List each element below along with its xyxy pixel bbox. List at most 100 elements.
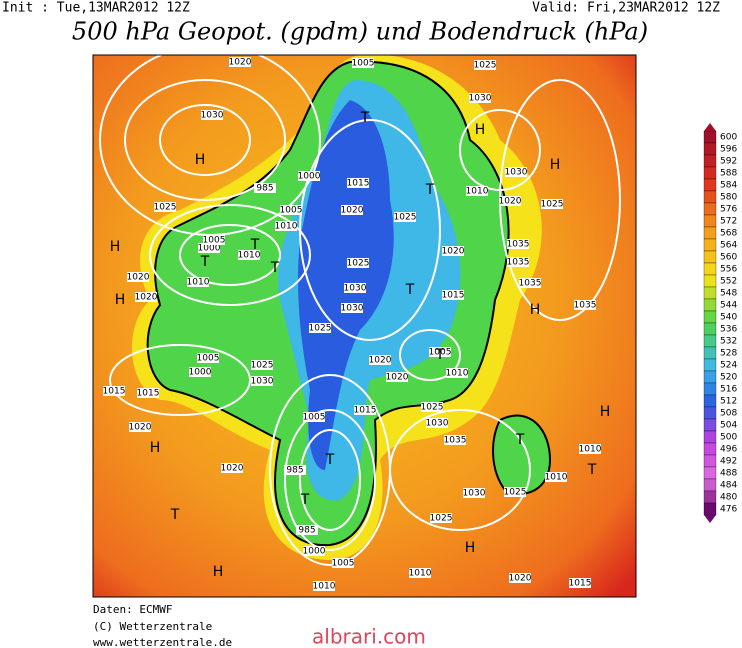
isobar-label-box xyxy=(446,368,468,378)
pressure-center: T xyxy=(300,492,310,508)
isobar-label: 1010 xyxy=(579,445,602,455)
init-time: Init : Tue,13MAR2012 12Z xyxy=(2,1,190,16)
isobar-label-box xyxy=(505,167,527,177)
isobar-label: 1005 xyxy=(280,206,303,216)
legend-swatch xyxy=(703,478,717,492)
watermark: albrari.com xyxy=(312,625,426,648)
isobar-label-box xyxy=(137,388,159,398)
legend-swatch xyxy=(703,238,717,252)
isobar-label: 1015 xyxy=(442,291,465,301)
isobar-label-box xyxy=(254,183,276,193)
map-area xyxy=(93,55,636,597)
isobar-label: 1020 xyxy=(127,273,150,283)
isobar-label: 1035 xyxy=(574,301,597,311)
legend-label: 476 xyxy=(720,505,737,515)
isobar-label-box xyxy=(541,199,563,209)
legend-swatch xyxy=(703,166,717,180)
legend-swatch xyxy=(703,190,717,204)
legend-cap xyxy=(704,515,716,523)
isobar-label-box xyxy=(187,277,209,287)
isobar-label-box xyxy=(344,283,366,293)
isobar-label-box xyxy=(507,239,529,249)
isobar-label-box xyxy=(127,272,149,282)
isobar-label-box xyxy=(354,405,376,415)
isobar-label: 1000 xyxy=(303,547,326,557)
isobar-label-box xyxy=(251,360,273,370)
isobar-label: 1010 xyxy=(238,251,261,261)
isobar-label: 1010 xyxy=(466,187,489,197)
isobar-label: 1015 xyxy=(103,387,126,397)
footer-line: Daten: ECMWF xyxy=(93,603,172,616)
legend-swatch xyxy=(703,466,717,480)
map-labels: 1020 1030 1025 1005 1025 1030 1015 1020 1025 1020… xyxy=(103,57,611,592)
isobar-label-box xyxy=(201,110,223,120)
isobar-label: 1030 xyxy=(505,168,528,178)
isobar-label-box xyxy=(103,386,125,396)
legend-label: 512 xyxy=(720,397,737,407)
isobar-label-box xyxy=(341,205,363,215)
pressure-center: H xyxy=(110,239,121,255)
pressure-center: T xyxy=(200,254,210,270)
legend-label: 564 xyxy=(720,241,737,251)
legend-label: 548 xyxy=(720,289,737,299)
map-frame xyxy=(92,54,637,598)
isobar-label: 1030 xyxy=(341,304,364,314)
legend-swatch xyxy=(703,250,717,264)
isobar-label: 1025 xyxy=(504,488,527,498)
isobar-label: 1020 xyxy=(369,356,392,366)
isobar-label: 1015 xyxy=(354,406,377,416)
footer-line: (C) Wetterzentrale xyxy=(93,620,212,633)
isobar-label: 1020 xyxy=(386,373,409,383)
legend-swatch xyxy=(703,154,717,168)
isobar-label-box xyxy=(238,250,260,260)
legend-label: 560 xyxy=(720,253,737,263)
isobar-label-box xyxy=(574,300,596,310)
isobar-label-box xyxy=(394,212,416,222)
isobar-label: 1010 xyxy=(545,473,568,483)
isobar-label: 1035 xyxy=(507,258,530,268)
legend-cap xyxy=(704,123,716,131)
legend-label: 532 xyxy=(720,337,737,347)
legend-swatch xyxy=(703,358,717,372)
isobar-label: 1015 xyxy=(569,579,592,589)
isobar-label-box xyxy=(430,513,452,523)
isobar-label: 1030 xyxy=(201,111,224,121)
legend-label: 584 xyxy=(720,181,737,191)
pressure-center: H xyxy=(213,564,224,580)
isobar-label: 985 xyxy=(286,466,303,476)
color-legend: 600 596 592 588 584 580 576 572 568 564 560 556 552 5… xyxy=(703,123,737,523)
isobar-label: 1010 xyxy=(446,369,469,379)
legend-swatch xyxy=(703,502,717,516)
isobar-label-box xyxy=(579,444,601,454)
legend-swatch xyxy=(703,286,717,300)
pressure-center: T xyxy=(405,282,415,298)
isobar-label-box xyxy=(444,435,466,445)
legend-label: 520 xyxy=(720,373,737,383)
legend-swatch xyxy=(703,418,717,432)
isobar-label-box xyxy=(303,412,325,422)
isobar-label-box xyxy=(251,376,273,386)
isobar-label: 985 xyxy=(256,184,273,194)
legend-swatch xyxy=(703,394,717,408)
isobar-label: 1015 xyxy=(347,179,370,189)
isobar-label: 1005 xyxy=(303,413,326,423)
isobar-label-box xyxy=(421,402,443,412)
isobar-label: 1000 xyxy=(298,172,321,182)
isobar-label: 1005 xyxy=(429,348,452,358)
isobar-label: 1005 xyxy=(332,559,355,569)
legend-label: 480 xyxy=(720,493,737,503)
pressure-center: H xyxy=(600,404,611,420)
pressure-center: H xyxy=(465,540,476,556)
legend-swatch xyxy=(703,454,717,468)
isobar-label-box xyxy=(298,171,320,181)
isobar-label-box xyxy=(426,418,448,428)
isobar-label-box xyxy=(442,290,464,300)
legend-label: 552 xyxy=(720,277,737,287)
isobar-label-box xyxy=(442,246,464,256)
isobar-label-box xyxy=(296,525,318,535)
legend-label: 600 xyxy=(720,133,737,143)
pressure-center: T xyxy=(587,462,597,478)
isobar-label-box xyxy=(198,243,220,253)
isobar-label-box xyxy=(569,578,591,588)
